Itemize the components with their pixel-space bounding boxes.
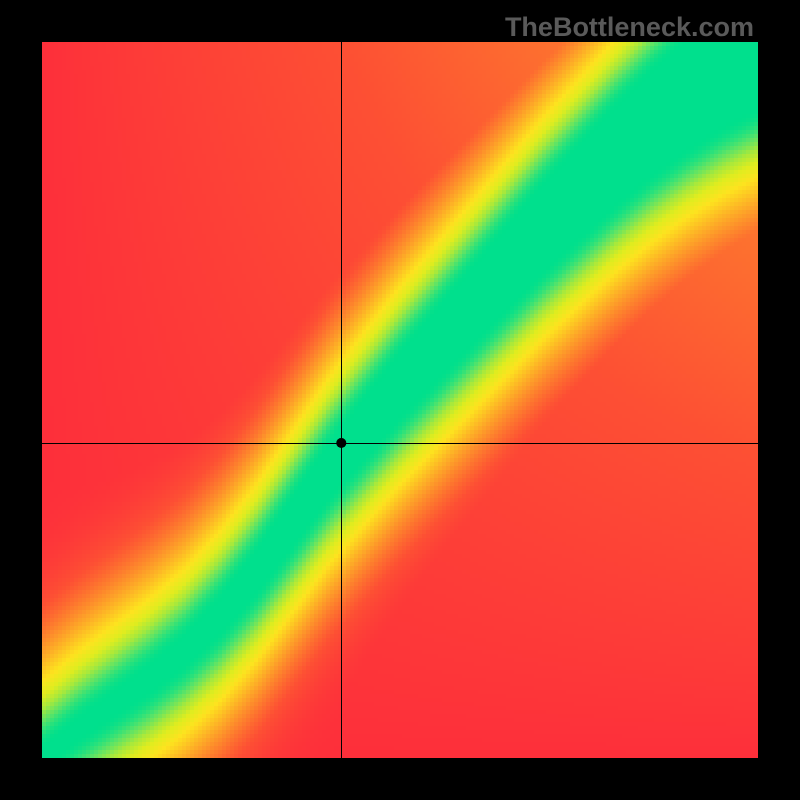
chart-container: TheBottleneck.com xyxy=(0,0,800,800)
watermark-text: TheBottleneck.com xyxy=(505,12,754,43)
crosshair-overlay xyxy=(0,0,800,800)
